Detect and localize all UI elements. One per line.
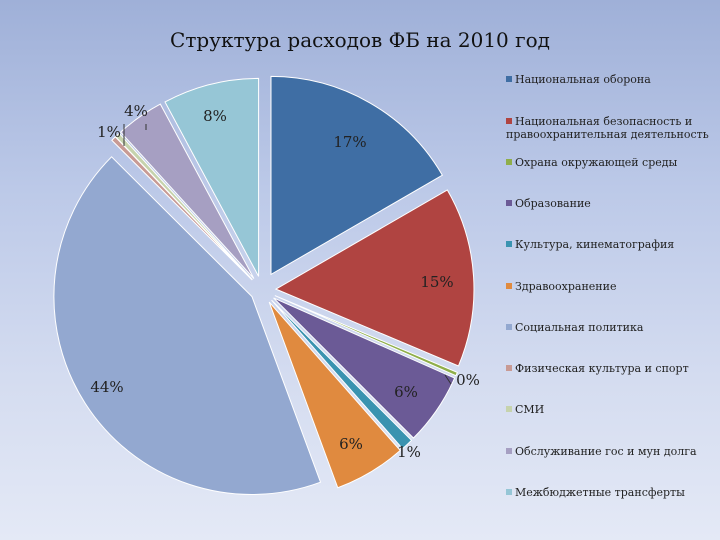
legend-label: Здравоохранение	[515, 280, 617, 293]
data-label: 6%	[339, 435, 363, 453]
legend-label: Культура, кинематография	[515, 238, 675, 251]
pie-slice	[274, 189, 475, 367]
legend-label: Охрана окружающей среды	[515, 156, 678, 169]
data-label: 1%	[97, 123, 121, 141]
legend-item: Межбюджетные трансферты	[506, 486, 716, 499]
legend-item: СМИ	[506, 403, 716, 416]
data-label: 6%	[394, 383, 418, 401]
legend-swatch	[506, 283, 512, 289]
pie-slice	[274, 295, 458, 377]
legend-item: Здравоохранение	[506, 280, 716, 293]
data-label: 15%	[420, 273, 453, 291]
data-label: 0%	[456, 371, 480, 389]
legend-label: Социальная политика	[515, 321, 644, 334]
legend-item: Охрана окружающей среды	[506, 156, 716, 169]
legend-label: Межбюджетные трансферты	[515, 486, 685, 499]
legend-swatch	[506, 406, 512, 412]
legend-swatch	[506, 365, 512, 371]
pie-slice	[114, 132, 253, 281]
data-label: 17%	[333, 133, 366, 151]
legend-item: Национальная оборона	[506, 73, 716, 86]
legend-label: СМИ	[515, 403, 545, 416]
pie-slice	[273, 297, 456, 439]
legend-swatch	[506, 448, 512, 454]
pie-slice	[270, 75, 444, 276]
legend-item: Физическая культура и спорт	[506, 362, 716, 375]
chart-title: Структура расходов ФБ на 2010 год	[170, 28, 550, 52]
legend-item: Культура, кинематография	[506, 238, 716, 251]
data-label: 1%	[397, 443, 421, 461]
legend-swatch	[506, 489, 512, 495]
legend-label: Физическая культура и спорт	[515, 362, 689, 375]
legend-swatch	[506, 118, 512, 124]
pie-slice	[164, 77, 260, 277]
legend-item: Обслуживание гос и мун долга	[506, 445, 716, 458]
pie-slice	[268, 301, 401, 489]
pie-slice	[119, 103, 255, 279]
pie-slice	[53, 156, 322, 495]
legend-item: Национальная безопасность и правоохранит…	[506, 115, 716, 141]
legend-item: Образование	[506, 197, 716, 210]
legend-swatch	[506, 324, 512, 330]
legend-label: Национальная оборона	[515, 73, 651, 86]
leader-line	[444, 374, 452, 385]
legend-swatch	[506, 200, 512, 206]
legend-item: Социальная политика	[506, 321, 716, 334]
legend-label: Образование	[515, 197, 591, 210]
pie-slice	[271, 299, 413, 450]
legend-swatch	[506, 76, 512, 82]
legend-label: Обслуживание гос и мун долга	[515, 445, 697, 458]
legend-swatch	[506, 241, 512, 247]
legend-label: Национальная безопасность и правоохранит…	[506, 115, 709, 141]
data-label: 44%	[90, 378, 123, 396]
data-label: 8%	[203, 107, 227, 125]
legend-swatch	[506, 159, 512, 165]
data-label: 4%	[124, 102, 148, 120]
